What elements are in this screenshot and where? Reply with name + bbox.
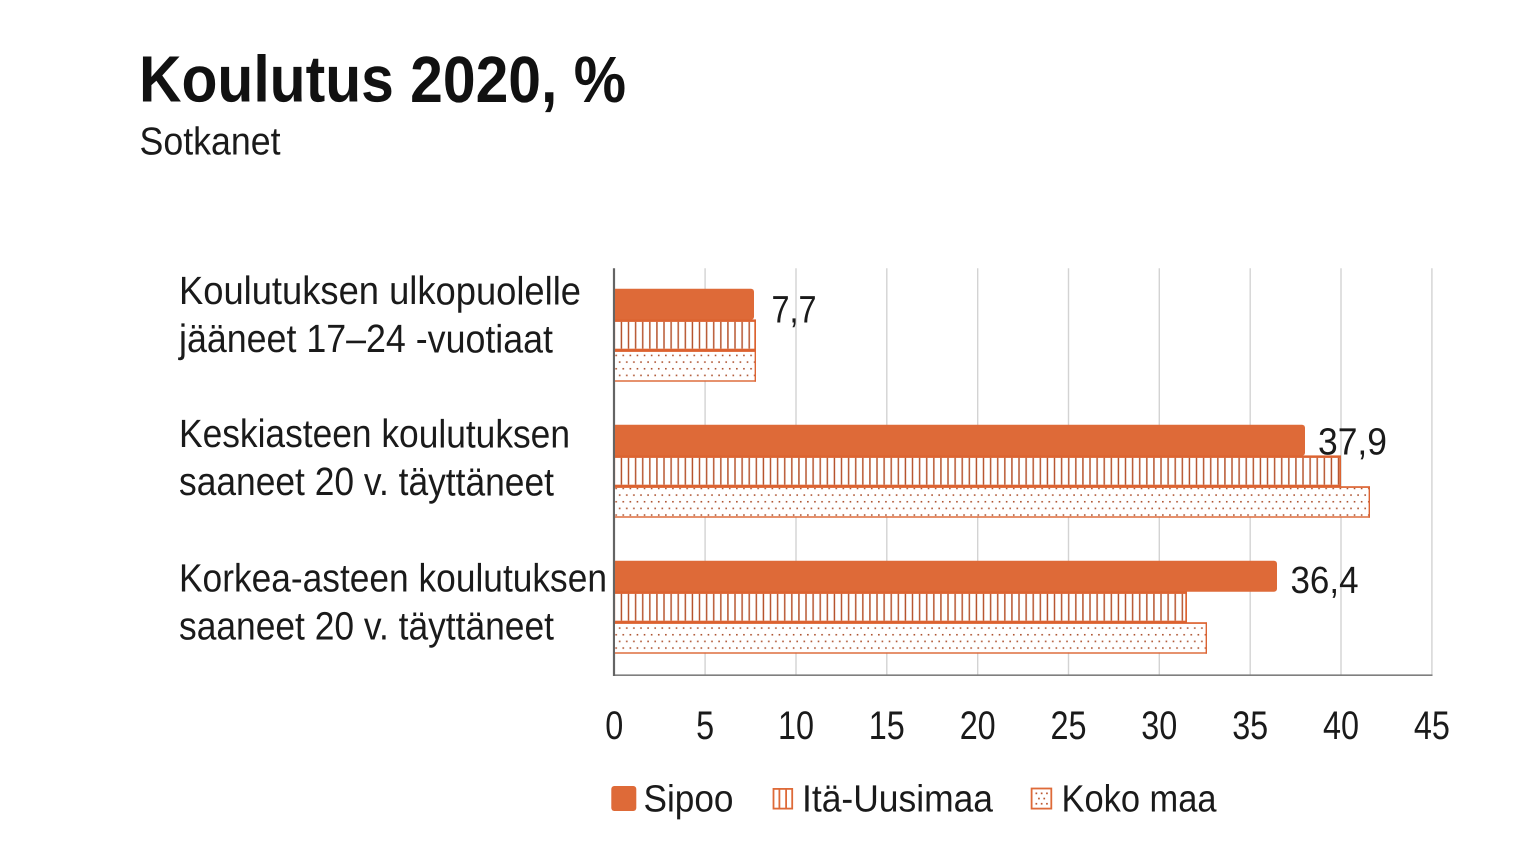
svg-text:45: 45 xyxy=(1414,704,1450,748)
svg-text:40: 40 xyxy=(1323,704,1359,748)
svg-text:36,4: 36,4 xyxy=(1290,560,1358,602)
svg-text:saaneet 20 v. täyttäneet: saaneet 20 v. täyttäneet xyxy=(179,460,554,504)
svg-text:20: 20 xyxy=(960,704,996,748)
svg-text:Itä-Uusimaa: Itä-Uusimaa xyxy=(802,779,994,821)
svg-text:7,7: 7,7 xyxy=(771,290,816,332)
svg-text:Korkea-asteen koulutuksen: Korkea-asteen koulutuksen xyxy=(179,557,607,601)
svg-text:10: 10 xyxy=(778,704,814,748)
svg-text:Sipoo: Sipoo xyxy=(643,779,733,821)
svg-text:Koko maa: Koko maa xyxy=(1061,779,1217,821)
svg-text:15: 15 xyxy=(869,704,905,748)
svg-text:Koulutuksen ulkopuolelle: Koulutuksen ulkopuolelle xyxy=(179,269,581,313)
svg-text:Sotkanet: Sotkanet xyxy=(139,121,280,164)
svg-text:Keskiasteen koulutuksen: Keskiasteen koulutuksen xyxy=(179,412,570,456)
svg-text:30: 30 xyxy=(1141,704,1177,748)
svg-text:37,9: 37,9 xyxy=(1318,422,1387,464)
svg-text:saaneet 20 v. täyttäneet: saaneet 20 v. täyttäneet xyxy=(179,605,554,649)
svg-text:jääneet 17–24 -vuotiaat: jääneet 17–24 -vuotiaat xyxy=(178,317,553,361)
svg-text:0: 0 xyxy=(605,704,623,748)
svg-text:5: 5 xyxy=(696,704,714,748)
svg-text:Koulutus 2020, %: Koulutus 2020, % xyxy=(139,43,626,116)
svg-text:35: 35 xyxy=(1232,704,1268,748)
svg-text:25: 25 xyxy=(1050,704,1086,748)
